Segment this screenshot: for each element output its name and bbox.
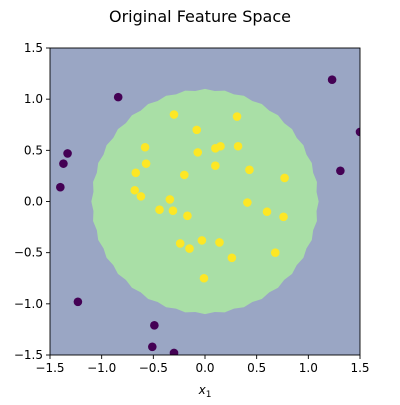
data-point: [59, 159, 68, 168]
data-point: [183, 211, 192, 221]
x-tick-label: 0.0: [195, 361, 214, 375]
data-point: [233, 141, 243, 151]
data-point: [185, 244, 194, 253]
data-point: [56, 182, 65, 192]
data-point: [155, 205, 164, 214]
data-point: [175, 239, 185, 248]
data-point: [355, 127, 360, 137]
class-1-points: [130, 110, 289, 283]
data-point: [141, 159, 151, 168]
data-point: [232, 112, 242, 121]
data-point: [73, 297, 83, 307]
data-point: [211, 161, 220, 170]
data-point: [180, 170, 189, 180]
class-0-points: [56, 75, 360, 355]
x-tick-label: 1.5: [350, 361, 369, 375]
x-axis-label: x1: [198, 383, 212, 400]
data-point: [169, 348, 179, 355]
x-tick-label: 1.0: [299, 361, 318, 375]
data-point: [150, 321, 159, 330]
data-point: [130, 185, 140, 195]
y-tick-label: 1.0: [24, 92, 43, 106]
data-point: [280, 173, 289, 183]
data-point: [165, 195, 175, 204]
plot-frame: [49, 47, 361, 356]
x-tick-label: −0.5: [139, 361, 168, 375]
data-point: [193, 148, 203, 157]
x-axis-label-subscript: 1: [206, 390, 212, 400]
y-axis: −1.5 −1.0 −0.5 0.0 0.5 1.0 1.5: [14, 41, 50, 362]
x-tick-label: −1.5: [35, 361, 64, 375]
y-tick-label: 0.0: [24, 195, 43, 209]
data-point: [192, 125, 202, 135]
data-point: [169, 110, 179, 119]
y-tick-label: −1.5: [14, 348, 43, 362]
data-point: [148, 342, 157, 352]
y-tick-label: −1.0: [14, 297, 43, 311]
data-point: [227, 253, 237, 263]
data-point: [131, 168, 141, 178]
data-point: [327, 75, 337, 85]
y-tick-label: −0.5: [14, 246, 43, 260]
x-axis: −1.5 −1.0 −0.5 0.0 0.5 1.0 1.5: [35, 355, 370, 375]
chart-title: Original Feature Space: [109, 7, 291, 26]
x-axis-label-base: x: [198, 383, 207, 397]
data-point: [197, 236, 207, 245]
data-point: [279, 212, 288, 222]
plot-area: [50, 48, 360, 355]
y-tick-label: 0.5: [24, 143, 43, 157]
data-point: [262, 207, 272, 217]
data-point: [245, 165, 254, 175]
data-point: [199, 273, 209, 283]
data-point: [168, 206, 178, 216]
data-point: [140, 142, 150, 152]
data-point: [63, 149, 72, 158]
data-point: [243, 198, 252, 207]
x-tick-label: −1.0: [87, 361, 116, 375]
x-tick-label: 0.5: [247, 361, 266, 375]
data-point: [216, 141, 225, 151]
data-point: [270, 248, 280, 257]
data-point: [136, 192, 146, 201]
y-tick-label: 1.5: [24, 41, 43, 55]
data-point: [215, 238, 224, 247]
data-point: [113, 92, 123, 102]
data-point: [336, 166, 345, 176]
